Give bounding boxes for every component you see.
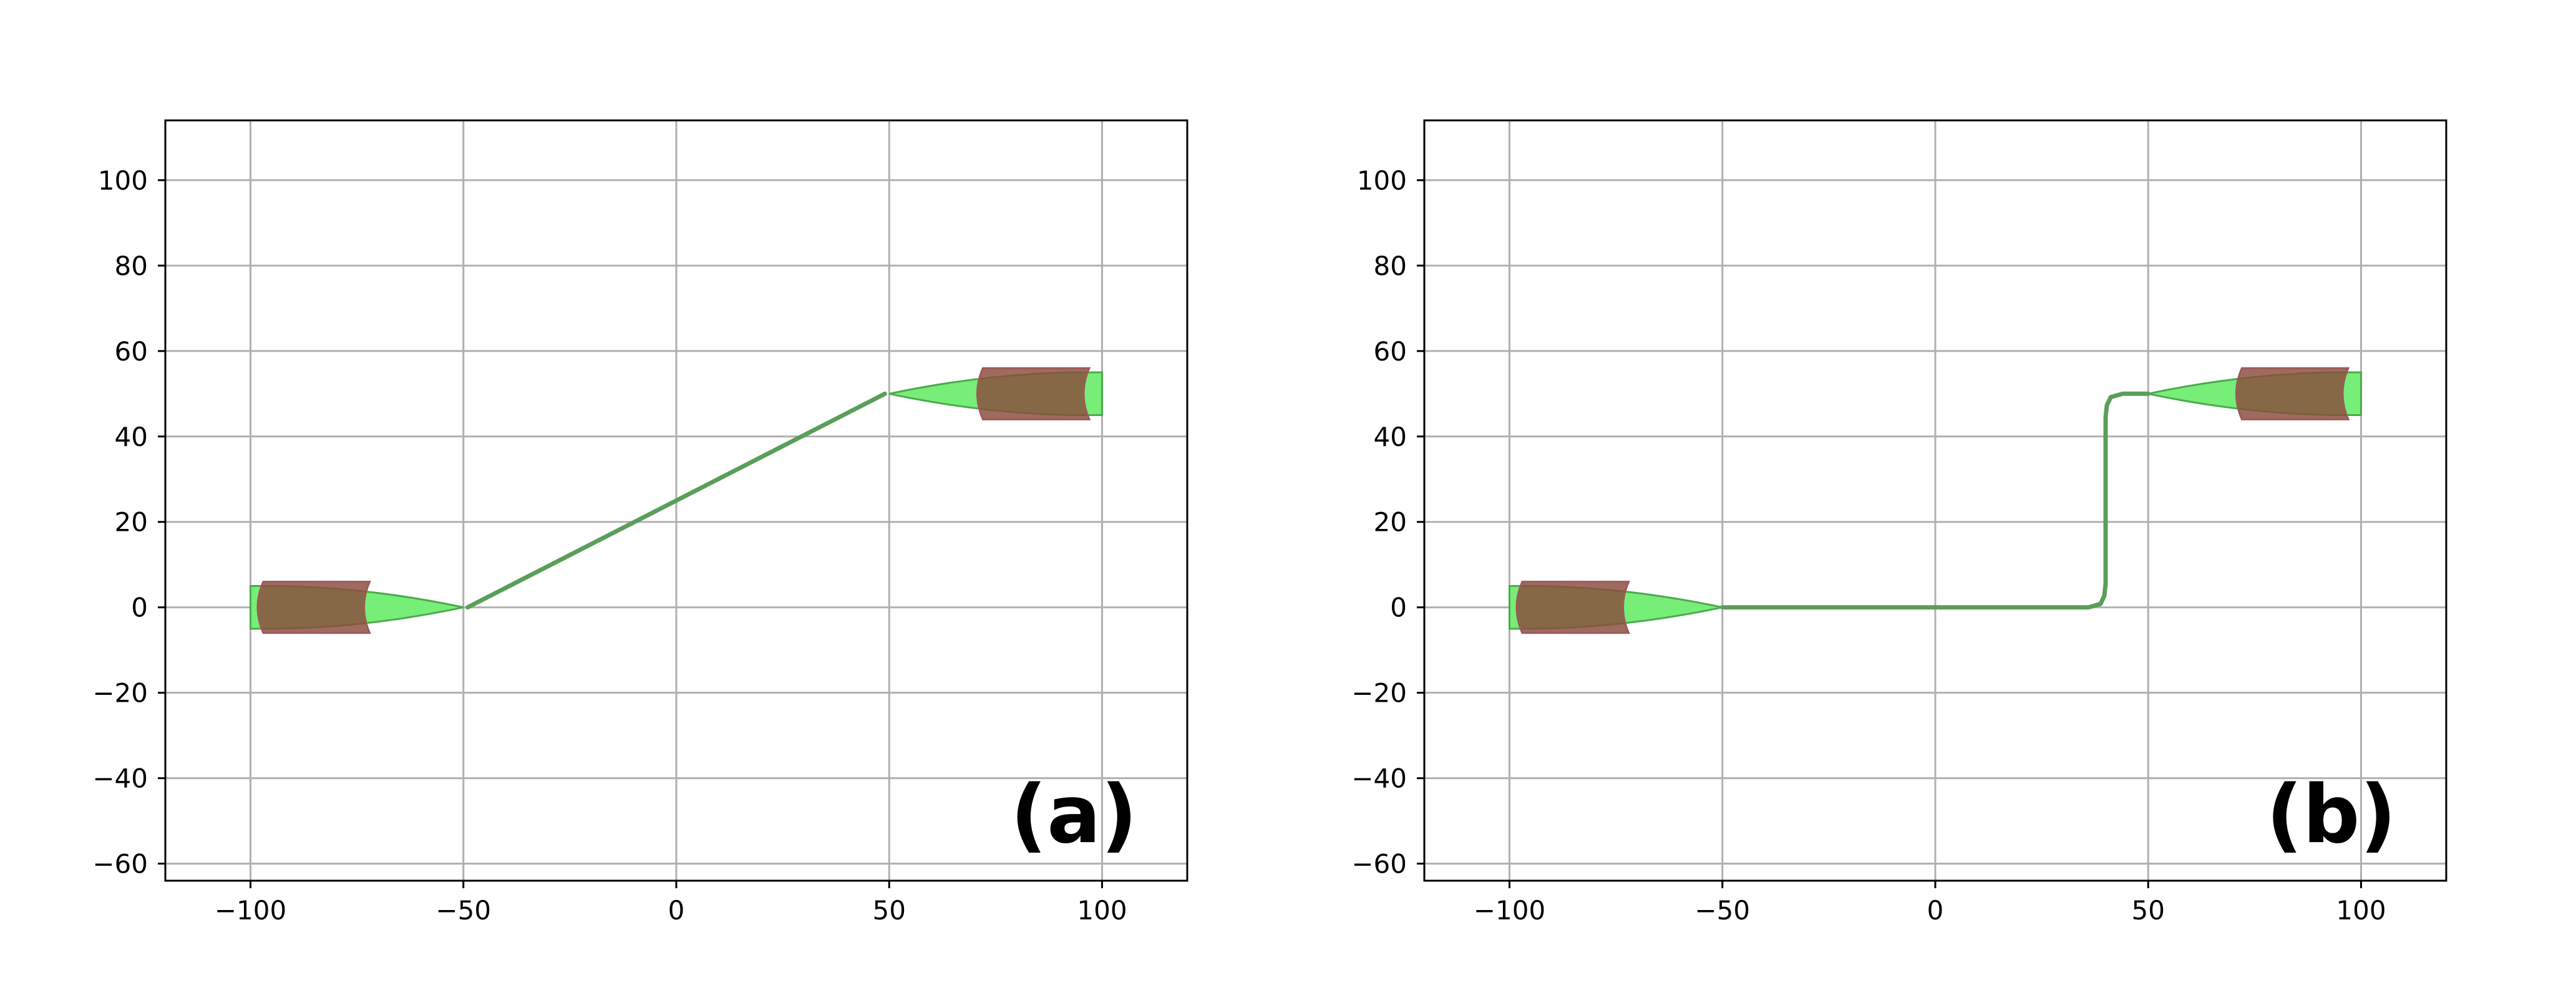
y-tick-label: 100: [1357, 165, 1407, 196]
y-tick-label: 40: [115, 422, 148, 452]
plot-area: [250, 367, 1103, 634]
x-tick-label: 0: [1927, 895, 1944, 926]
y-tick-label: 20: [115, 507, 148, 538]
y-tick-label: 40: [1374, 422, 1407, 452]
x-tick-label: −50: [435, 895, 491, 926]
pad-right: [976, 367, 1091, 420]
x-tick-label: 50: [873, 895, 906, 926]
y-tick-label: 60: [1374, 336, 1407, 367]
y-tick-label: −20: [92, 678, 148, 709]
y-tick-label: −60: [1351, 849, 1407, 879]
y-tick-label: −60: [92, 849, 148, 879]
x-tick-label: 50: [2132, 895, 2165, 926]
y-tick-label: 20: [1374, 507, 1407, 538]
y-tick-label: −20: [1351, 678, 1407, 709]
routing-path: [465, 391, 887, 610]
y-tick-label: 0: [131, 593, 148, 623]
panel-label: (a): [1011, 768, 1137, 861]
y-tick-label: 100: [98, 165, 148, 196]
x-tick-label: −100: [1474, 895, 1545, 926]
x-tick-label: 0: [668, 895, 685, 926]
x-tick-label: 100: [1077, 895, 1127, 926]
x-tick-label: −100: [215, 895, 286, 926]
x-tick-label: −50: [1694, 895, 1750, 926]
chart-panel-b: −100 −50 0 50 100 −60 −40 −20 0 20 40 60 80 100 (b): [1351, 119, 2447, 926]
chart-panel-a: −100 −50 0 50 100 −60 −40 −20 0 20 40 60 80 100 (a): [92, 119, 1188, 926]
pad-left: [256, 581, 371, 634]
y-tick-label: 60: [115, 336, 148, 367]
routing-path: [1720, 391, 2151, 610]
y-tick-label: −40: [92, 763, 148, 794]
pad-left: [1515, 581, 1630, 634]
y-tick-label: 80: [115, 251, 148, 281]
y-tick-label: 0: [1390, 593, 1407, 623]
y-tick-label: −40: [1351, 763, 1407, 794]
plot-area: [1509, 367, 2362, 634]
x-tick-label: 100: [2336, 895, 2386, 926]
y-tick-label: 80: [1374, 251, 1407, 281]
pad-right: [2235, 367, 2350, 420]
grid: [1424, 120, 2446, 881]
grid: [165, 120, 1187, 881]
panel-label: (b): [2266, 768, 2396, 861]
